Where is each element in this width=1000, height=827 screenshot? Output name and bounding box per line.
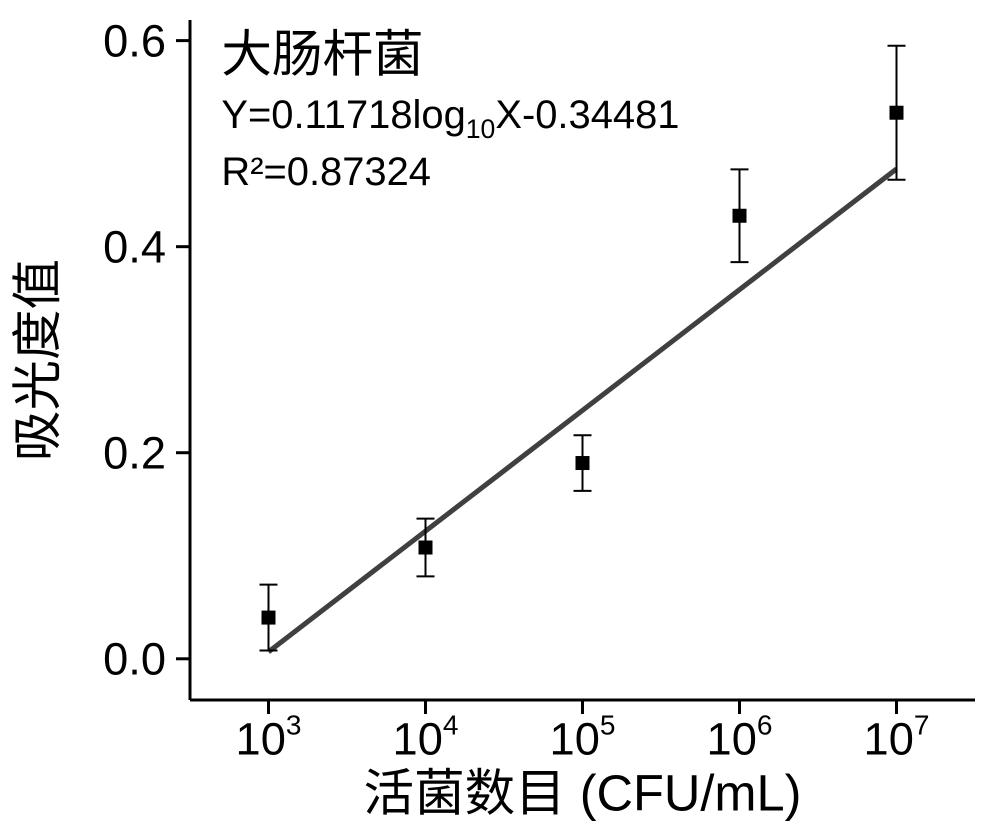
data-point bbox=[890, 106, 904, 120]
data-point bbox=[576, 456, 590, 470]
r-squared-text: R²=0.87324 bbox=[221, 150, 431, 194]
y-tick-label: 0.6 bbox=[103, 15, 166, 66]
y-tick-label: 0.0 bbox=[103, 634, 166, 685]
x-axis-label: 活菌数目 (CFU/mL) bbox=[364, 764, 802, 821]
chart-container: 大肠杆菌 Y=0.11718log10X-0.34481 R²=0.87324 0.0… bbox=[0, 0, 1000, 827]
chart-svg: 大肠杆菌 Y=0.11718log10X-0.34481 R²=0.87324 0.0… bbox=[0, 0, 1000, 827]
data-point bbox=[262, 611, 276, 625]
data-point bbox=[733, 209, 747, 223]
equation-text: Y=0.11718log10X-0.34481 bbox=[221, 93, 679, 144]
chart-title: 大肠杆菌 bbox=[221, 26, 423, 83]
y-tick-label: 0.4 bbox=[103, 221, 166, 272]
data-point bbox=[419, 541, 433, 555]
y-tick-label: 0.2 bbox=[103, 428, 166, 479]
y-axis-label: 吸光度值 bbox=[9, 259, 66, 461]
